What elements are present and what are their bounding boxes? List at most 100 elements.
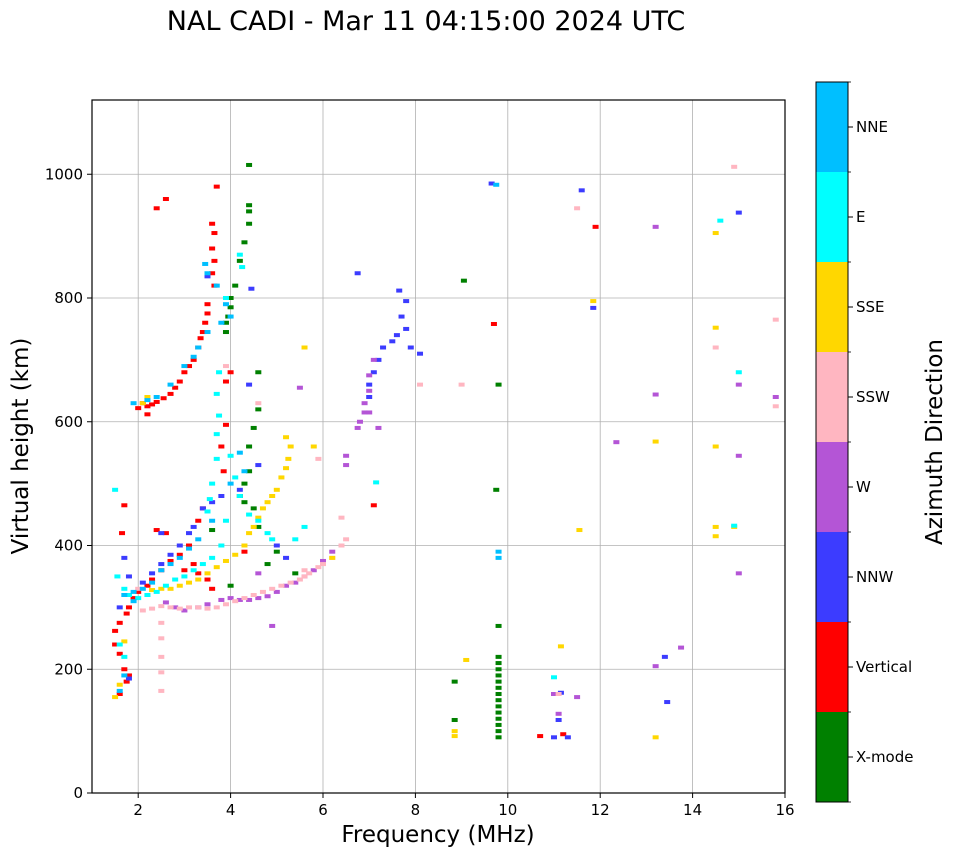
data-point-sse: [195, 577, 202, 582]
data-point-x-mode: [255, 407, 262, 412]
data-point-vertical: [209, 246, 216, 251]
data-point-nne: [116, 688, 123, 693]
data-point-w: [361, 410, 368, 415]
colorbar-segment-x-mode: [816, 712, 848, 802]
data-point-nne: [176, 555, 183, 560]
y-axis-label: Virtual height (km): [8, 338, 34, 555]
data-point-vertical: [153, 399, 160, 404]
data-point-ssw: [338, 515, 345, 520]
data-point-nnw: [125, 676, 132, 681]
data-point-nnw: [116, 605, 123, 610]
data-point-vertical: [537, 734, 544, 739]
y-tick-label: 800: [54, 289, 83, 307]
data-point-e: [114, 574, 121, 579]
data-point-x-mode: [227, 296, 234, 300]
data-point-ssw: [158, 654, 165, 659]
data-point-nnw: [167, 552, 174, 557]
plot-frame: [91, 99, 786, 794]
x-tick-label: 10: [498, 801, 517, 819]
data-point-nnw: [380, 345, 387, 350]
data-point-x-mode: [495, 710, 502, 715]
data-point-w: [366, 373, 373, 378]
data-point-w: [162, 600, 169, 605]
colorbar-tick-label: X-mode: [856, 748, 913, 766]
data-point-e: [269, 537, 276, 542]
data-point-vertical: [186, 364, 193, 369]
data-point-ssw: [241, 596, 248, 601]
data-point-vertical: [209, 221, 216, 226]
data-point-ssw: [222, 364, 229, 369]
data-point-vertical: [112, 642, 119, 647]
data-point-sse: [112, 695, 119, 700]
data-point-sse: [204, 571, 211, 576]
data-point-x-mode: [495, 673, 502, 678]
data-point-x-mode: [451, 717, 458, 722]
data-point-e: [216, 413, 223, 418]
axis-ticks: 2 4 6 8 10 12 14 16 0 200 400 600 800 1000: [45, 165, 795, 819]
data-point-sse: [250, 524, 257, 529]
data-point-e: [264, 531, 271, 536]
data-point-x-mode: [495, 716, 502, 721]
data-point-x-mode: [246, 444, 253, 449]
data-point-sse: [712, 444, 719, 449]
colorbar-tick-label: NNE: [856, 118, 888, 136]
y-tick-label: 600: [54, 413, 83, 431]
data-point-sse: [712, 524, 719, 529]
data-point-nnw: [661, 654, 668, 659]
data-point-vertical: [213, 184, 220, 189]
data-point-sse: [273, 487, 280, 492]
data-point-sse: [557, 644, 564, 649]
colorbar-tick-label: SSW: [856, 388, 890, 406]
data-point-e: [144, 593, 151, 597]
data-point-x-mode: [227, 305, 234, 310]
x-tick-label: 6: [318, 801, 328, 819]
data-point-e: [236, 494, 243, 498]
data-point-vertical: [116, 692, 123, 696]
data-point-e: [162, 583, 169, 588]
data-point-vertical: [199, 330, 206, 335]
data-point-w: [310, 568, 317, 573]
data-point-x-mode: [495, 382, 502, 387]
data-point-vertical: [125, 605, 132, 610]
data-point-x-mode: [495, 623, 502, 628]
data-point-nne: [158, 568, 165, 573]
data-point-vertical: [162, 531, 169, 536]
colorbar-tick-label: SSE: [856, 298, 885, 316]
colorbar-segment-nnw: [816, 532, 848, 622]
data-point-sse: [463, 657, 470, 662]
data-point-w: [555, 711, 562, 716]
data-point-vertical: [135, 406, 142, 411]
data-point-e: [717, 218, 724, 223]
data-point-e: [551, 675, 557, 680]
data-point-x-mode: [495, 692, 502, 696]
data-point-vertical: [123, 611, 130, 616]
colorbar-tick-label: Vertical: [856, 658, 912, 676]
data-point-nne: [130, 599, 137, 604]
data-point-w: [735, 382, 742, 387]
data-point-nnw: [555, 717, 562, 722]
data-point-sse: [144, 395, 151, 399]
data-point-e: [181, 574, 188, 579]
data-point-vertical: [560, 732, 567, 737]
data-point-x-mode: [495, 735, 502, 740]
data-point-vertical: [195, 518, 202, 523]
data-point-sse: [285, 456, 292, 461]
data-point-vertical: [119, 531, 126, 536]
data-point-ssw: [301, 574, 308, 579]
data-point-ssw: [712, 345, 719, 350]
data-point-nnw: [417, 351, 424, 356]
data-point-sse: [213, 565, 220, 570]
data-point-w: [343, 463, 350, 468]
data-point-nnw: [139, 580, 146, 585]
data-point-w: [735, 571, 742, 576]
data-point-nnw: [375, 357, 382, 362]
data-point-ssw: [338, 543, 345, 548]
data-point-nnw: [236, 487, 243, 492]
data-point-ssw: [731, 164, 738, 169]
data-point-e: [209, 555, 216, 560]
data-point-nnw: [488, 181, 495, 186]
data-point-nnw: [246, 382, 253, 387]
data-point-nne: [493, 182, 500, 187]
data-point-e: [112, 487, 119, 492]
data-point-sse: [139, 401, 146, 406]
